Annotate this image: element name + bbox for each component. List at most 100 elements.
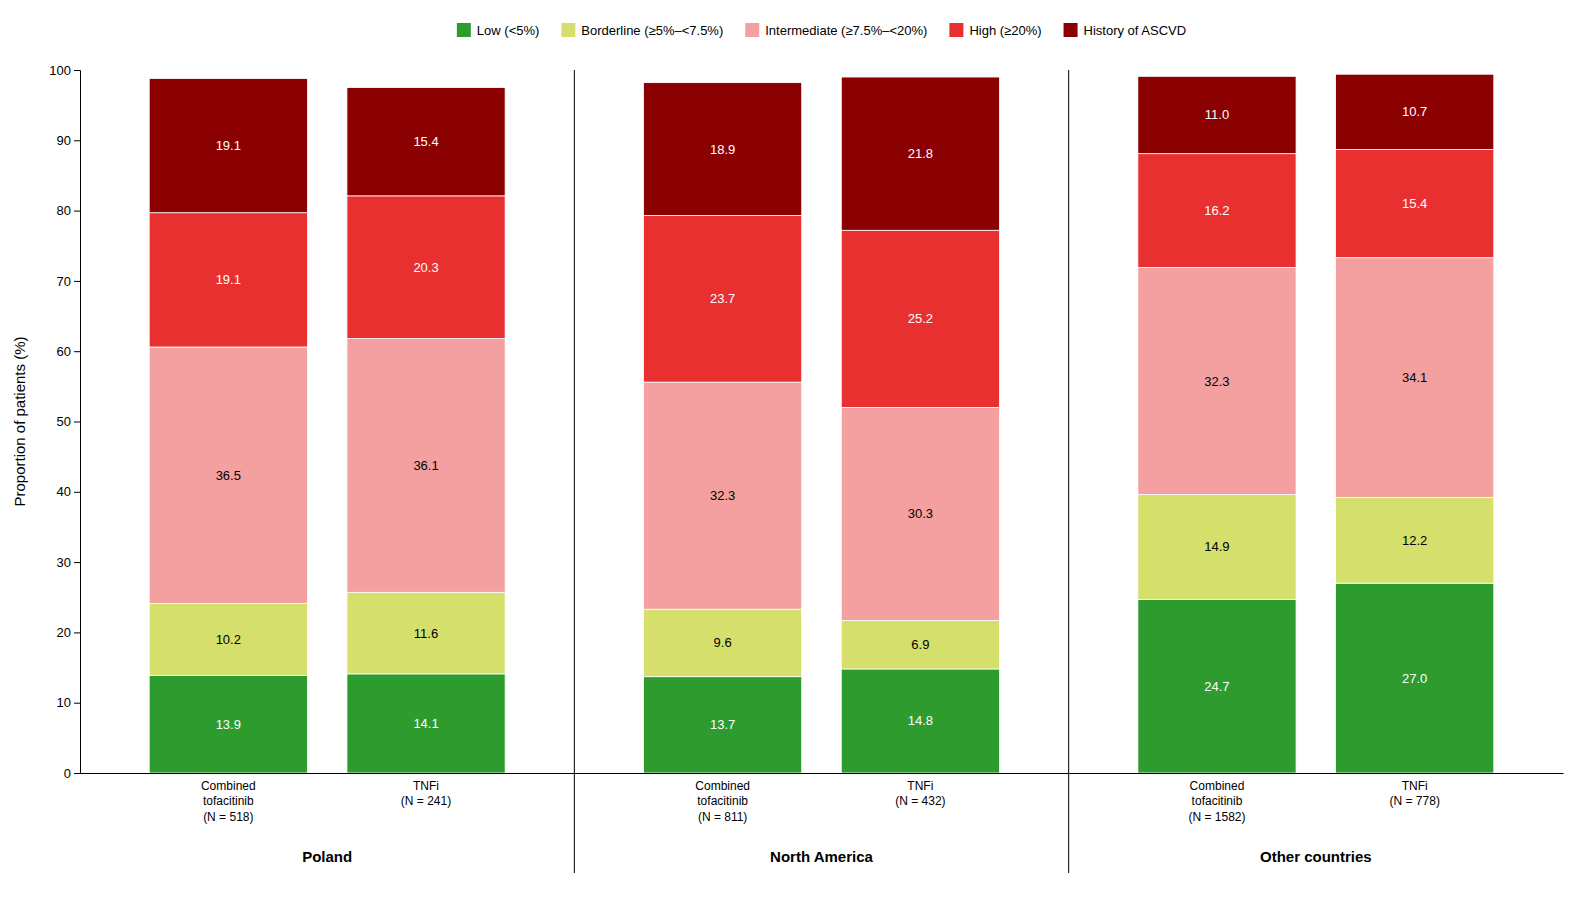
data-label: 19.1 bbox=[216, 138, 241, 153]
group-divider bbox=[574, 70, 575, 873]
group-label: Poland bbox=[302, 848, 352, 865]
y-tick: 90 bbox=[57, 133, 80, 148]
x-axis-line bbox=[81, 773, 575, 774]
data-label: 11.6 bbox=[414, 626, 438, 641]
bar-segment bbox=[644, 216, 802, 383]
y-tick-label: 60 bbox=[57, 344, 71, 359]
data-label: 14.1 bbox=[413, 716, 438, 731]
legend-item: History of ASCVD bbox=[1064, 23, 1187, 38]
x-tick-label-line: (N = 1582) bbox=[1188, 810, 1245, 824]
bar-segment bbox=[149, 213, 307, 347]
y-tick-label: 50 bbox=[57, 414, 71, 429]
bar-segment bbox=[1336, 258, 1494, 498]
x-tick-label-line: (N = 518) bbox=[203, 810, 253, 824]
x-tick: TNFi(N = 778) bbox=[1390, 779, 1440, 809]
y-tick: 0 bbox=[64, 766, 80, 781]
y-tick-label: 80 bbox=[57, 203, 71, 218]
bar-segment bbox=[347, 592, 505, 674]
data-label: 11.0 bbox=[1205, 107, 1229, 122]
bar-segment bbox=[841, 620, 999, 669]
y-tick: 100 bbox=[49, 63, 80, 78]
bar-segment bbox=[1336, 497, 1494, 583]
y-tick-mark bbox=[74, 70, 80, 71]
legend-swatch bbox=[561, 23, 575, 37]
data-label: 32.3 bbox=[1204, 374, 1229, 389]
data-label: 30.3 bbox=[908, 506, 933, 521]
legend-swatch bbox=[1064, 23, 1078, 37]
x-tick-label-line: tofacitinib bbox=[697, 794, 748, 808]
data-label: 21.8 bbox=[908, 146, 933, 161]
group-divider bbox=[1068, 70, 1069, 873]
data-label: 23.7 bbox=[710, 291, 735, 306]
legend-label: Borderline (≥5%–<7.5%) bbox=[581, 23, 723, 38]
x-tick-label-line: Combined bbox=[695, 779, 750, 793]
y-tick-mark bbox=[74, 773, 80, 774]
group-label: North America bbox=[770, 848, 873, 865]
bar-segment bbox=[149, 78, 307, 212]
x-tick-label: TNFi(N = 241) bbox=[401, 779, 451, 809]
y-tick: 40 bbox=[57, 484, 80, 499]
bar-segment bbox=[841, 77, 999, 230]
x-tick: Combinedtofacitinib(N = 518) bbox=[201, 779, 256, 824]
chart: 0102030405060708090100Proportion of pati… bbox=[0, 0, 1593, 903]
legend-item: Intermediate (≥7.5%–<20%) bbox=[745, 23, 927, 38]
bar-segment bbox=[644, 609, 802, 676]
y-tick: 20 bbox=[57, 625, 80, 640]
data-label: 10.7 bbox=[1402, 104, 1427, 119]
data-label: 18.9 bbox=[710, 142, 735, 157]
x-tick: Combinedtofacitinib (N = 811) bbox=[695, 779, 750, 824]
bar-series bbox=[149, 74, 1494, 230]
legend-swatch bbox=[745, 23, 759, 37]
x-axis: Combinedtofacitinib (N = 1582) TNFi(N = 77… bbox=[1069, 774, 1563, 824]
data-label: 20.3 bbox=[413, 260, 438, 275]
x-tick-label-line: (N = 432) bbox=[895, 794, 945, 808]
bar-segment bbox=[1336, 583, 1494, 773]
y-tick-mark bbox=[74, 632, 80, 633]
y-tick-label: 20 bbox=[57, 625, 71, 640]
bar-segment bbox=[1138, 154, 1296, 268]
data-label: 19.1 bbox=[216, 272, 241, 287]
y-tick: 30 bbox=[57, 555, 80, 570]
y-tick: 10 bbox=[57, 695, 80, 710]
x-tick-label-line: TNFi bbox=[413, 779, 439, 793]
legend-swatch bbox=[949, 23, 963, 37]
data-label: 27.0 bbox=[1402, 671, 1427, 686]
data-label: 36.5 bbox=[216, 468, 241, 483]
x-tick-label: Combinedtofacitinib(N = 518) bbox=[201, 779, 256, 824]
x-tick-label-line: tofacitinib bbox=[1192, 794, 1243, 808]
y-tick-label: 90 bbox=[57, 133, 71, 148]
y-tick: 60 bbox=[57, 344, 80, 359]
data-label: 24.7 bbox=[1204, 679, 1229, 694]
bar-segment bbox=[1336, 149, 1494, 257]
data-label: 10.2 bbox=[216, 632, 241, 647]
y-tick-label: 30 bbox=[57, 555, 71, 570]
bar-segment bbox=[149, 347, 307, 604]
data-labels: 13.914.113.714.824.727.010.211.69.66.914… bbox=[216, 104, 1428, 732]
x-tick-label-line: Combined bbox=[1190, 779, 1245, 793]
legend-label: High (≥20%) bbox=[969, 23, 1041, 38]
y-axis: 0102030405060708090100 bbox=[49, 63, 80, 781]
y-tick-label: 40 bbox=[57, 484, 71, 499]
legend: Low (<5%) Borderline (≥5%–<7.5%) Intermedi… bbox=[457, 23, 1186, 38]
bar-segment bbox=[1138, 76, 1296, 153]
legend-label: History of ASCVD bbox=[1084, 23, 1187, 38]
data-label: 13.7 bbox=[710, 717, 735, 732]
bar-segment bbox=[841, 230, 999, 407]
x-tick-label: Combinedtofacitinib (N = 1582) bbox=[1188, 779, 1245, 824]
x-tick: TNFi(N = 241) bbox=[401, 779, 451, 809]
bar-segment bbox=[1336, 74, 1494, 149]
y-tick-mark bbox=[74, 281, 80, 282]
y-axis-line bbox=[74, 71, 81, 774]
x-tick-label-line: (N = 811) bbox=[698, 810, 747, 824]
bar-segment bbox=[841, 407, 999, 620]
y-tick-label: 0 bbox=[64, 766, 71, 781]
data-label: 15.4 bbox=[413, 134, 438, 149]
bar-segment bbox=[347, 674, 505, 773]
bar-segment bbox=[1138, 268, 1296, 495]
bar-segment bbox=[1138, 599, 1296, 773]
legend-item: Borderline (≥5%–<7.5%) bbox=[561, 23, 723, 38]
x-axis-line bbox=[1069, 773, 1563, 774]
legend-label: Low (<5%) bbox=[477, 23, 540, 38]
data-label: 32.3 bbox=[710, 488, 735, 503]
x-tick-label: TNFi(N = 432) bbox=[895, 779, 945, 809]
